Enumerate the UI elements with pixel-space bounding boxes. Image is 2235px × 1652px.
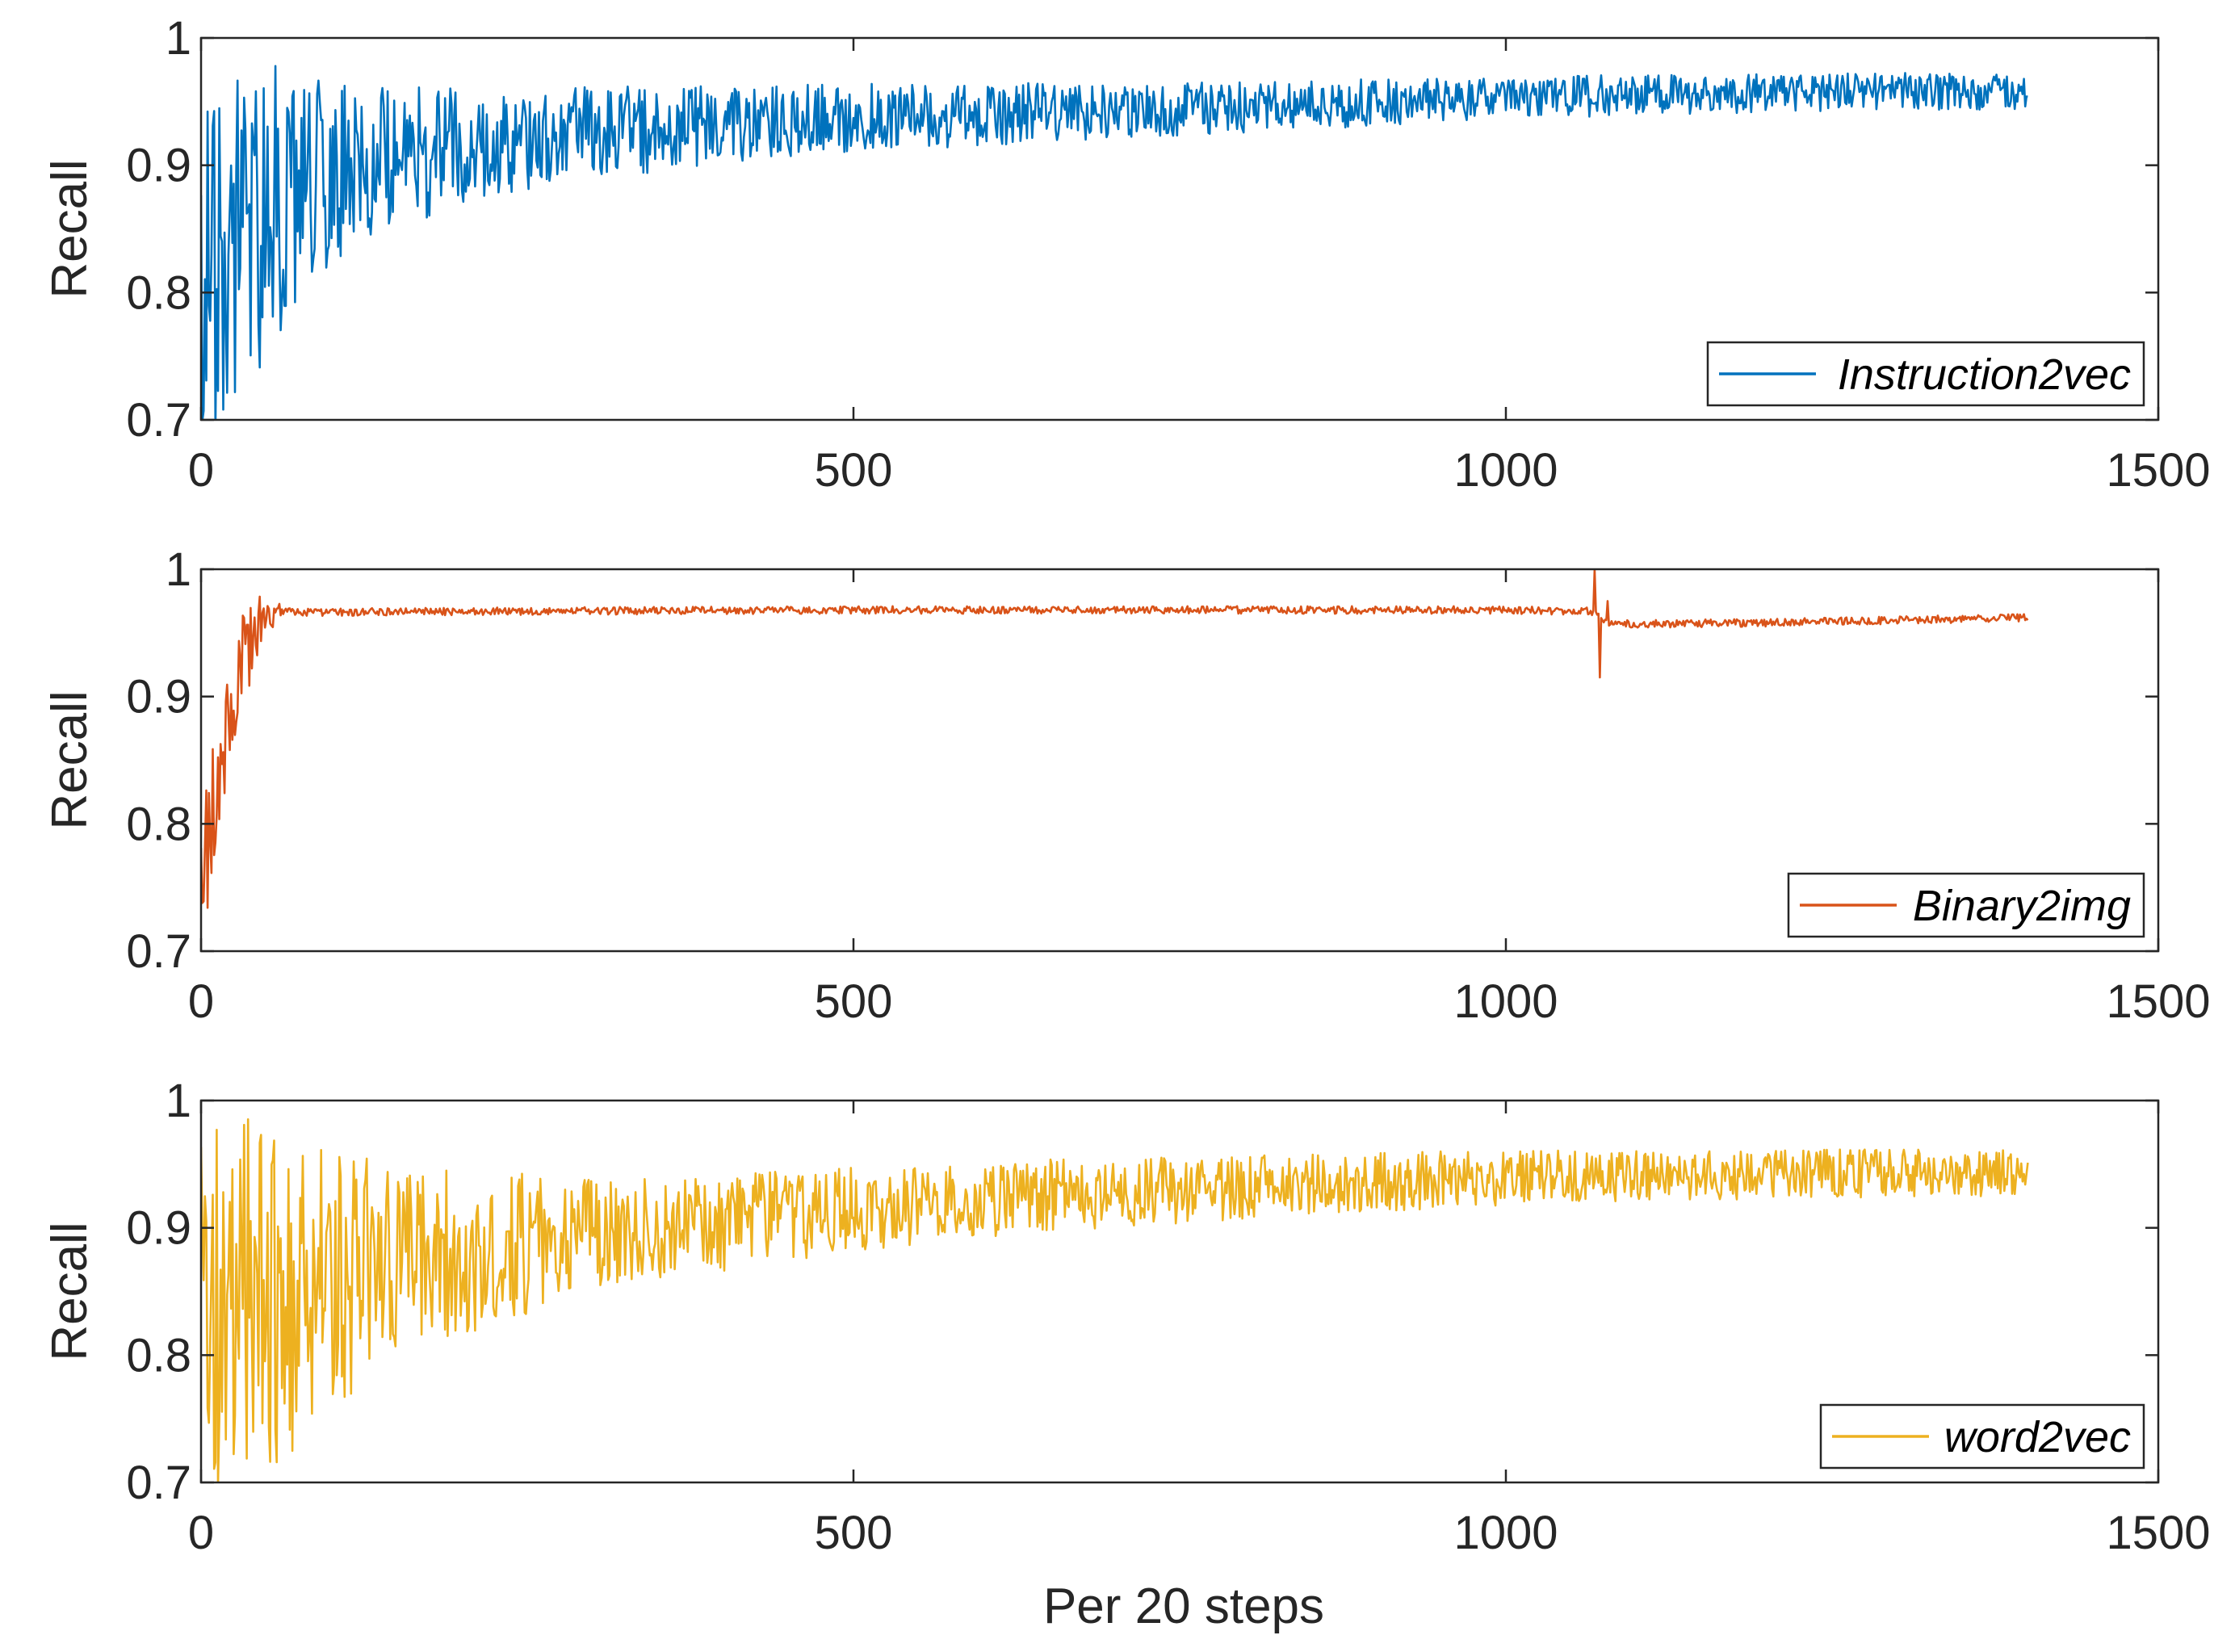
y-tick-label: 0.7 [126, 1457, 191, 1509]
panels: 0 500 1000 15000.70.80.91RecallInstruction2… [42, 12, 2211, 1559]
x-tick-label: 0 [188, 444, 214, 497]
series-line-binary2img [201, 569, 2029, 909]
figure-x-axis-label: Per 20 steps [1043, 1579, 1324, 1634]
series-line-word2vec [201, 1118, 2029, 1482]
x-tick-label: 500 [815, 444, 893, 497]
x-tick-label: 500 [815, 975, 893, 1028]
y-tick-label: 0.8 [126, 1329, 191, 1382]
x-tick-label: 1500 [2106, 444, 2210, 497]
x-tick-label: 0 [188, 975, 214, 1028]
legend: Binary2img [1787, 872, 2145, 938]
y-tick-label: 0.9 [126, 671, 191, 723]
plot-frame [199, 568, 2160, 953]
legend-label: Instruction2vec [1838, 350, 2131, 399]
x-tick-label: 1500 [2106, 975, 2210, 1028]
panel-instruction2vec: 0 500 1000 1500 0.7 0.8 0.9 1 Recall Instruction2… [42, 12, 2211, 497]
series-line-instruction2vec [201, 65, 2028, 420]
x-tick-label: 1500 [2106, 1507, 2210, 1559]
y-axis-label: Recall [42, 159, 98, 298]
x-tick-label: 1000 [1453, 1507, 1558, 1559]
y-tick-label: 0.8 [126, 798, 191, 850]
x-tick-label: 1000 [1453, 444, 1558, 497]
plot-frame [199, 36, 2160, 421]
y-tick-label: 0.9 [126, 140, 191, 192]
y-tick-label: 1 [166, 543, 191, 596]
y-axis-label: Recall [42, 690, 98, 829]
legend: word2vec [1819, 1403, 2145, 1470]
y-tick-label: 0.7 [126, 394, 191, 447]
legend-label: Binary2img [1913, 882, 2131, 930]
y-tick-label: 0.9 [126, 1202, 191, 1255]
plot-frame [199, 1099, 2160, 1484]
y-tick-label: 0.8 [126, 266, 191, 319]
y-tick-label: 1 [166, 1075, 191, 1127]
legend: Instruction2vec [1706, 341, 2145, 407]
y-tick-label: 0.7 [126, 925, 191, 978]
x-tick-label: 0 [188, 1507, 214, 1559]
panel-binary2img: 0 500 1000 1500 0.7 0.8 0.9 1 Recall Binary2img [42, 543, 2211, 1028]
y-axis-label: Recall [42, 1222, 98, 1361]
x-tick-label: 1000 [1453, 975, 1558, 1028]
panel-word2vec: 0 500 1000 1500 0.7 0.8 0.9 1 Recall word2vec [42, 1075, 2211, 1559]
legend-label: word2vec [1944, 1413, 2131, 1461]
legend-box [1787, 872, 2145, 938]
x-tick-label: 500 [815, 1507, 893, 1559]
y-tick-label: 1 [166, 12, 191, 65]
